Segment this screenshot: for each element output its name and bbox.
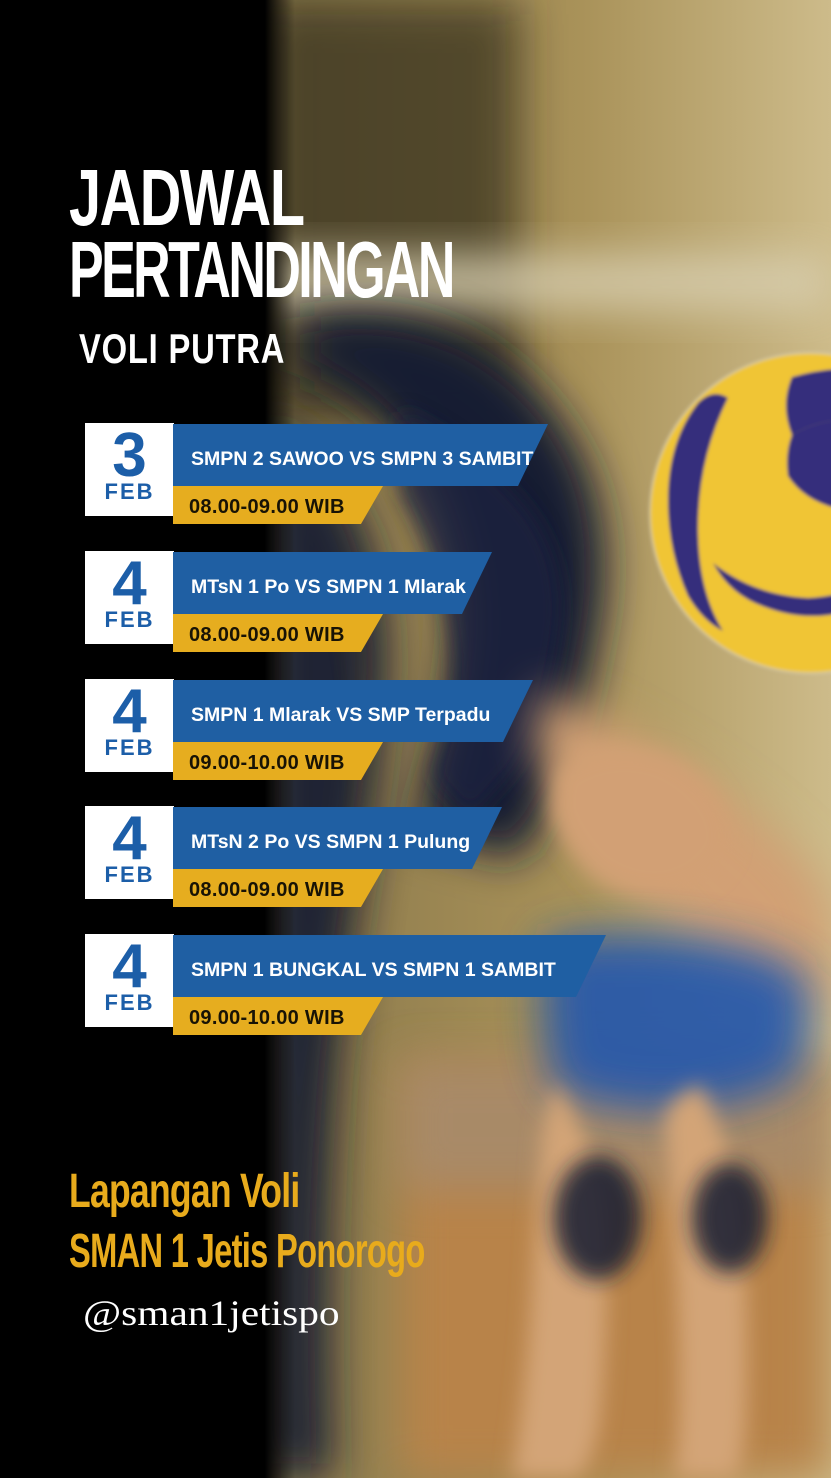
svg-text:09.00-10.00 WIB: 09.00-10.00 WIB xyxy=(189,752,345,774)
svg-text:09.00-10.00 WIB: 09.00-10.00 WIB xyxy=(189,1007,345,1029)
svg-text:SMPN 1 BUNGKAL VS SMPN 1 SAMBI: SMPN 1 BUNGKAL VS SMPN 1 SAMBIT xyxy=(191,959,556,981)
svg-text:SMPN 2 SAWOO VS SMPN 3 SAMBIT: SMPN 2 SAWOO VS SMPN 3 SAMBIT xyxy=(191,448,533,470)
svg-text:MTsN 1 Po VS SMPN 1 Mlarak: MTsN 1 Po VS SMPN 1 Mlarak xyxy=(191,576,466,598)
svg-text:08.00-09.00 WIB: 08.00-09.00 WIB xyxy=(189,624,345,646)
svg-text:08.00-09.00 WIB: 08.00-09.00 WIB xyxy=(189,496,345,518)
svg-text:SMPN 1 Mlarak VS SMP Terpadu: SMPN 1 Mlarak VS SMP Terpadu xyxy=(191,704,490,726)
svg-text:08.00-09.00 WIB: 08.00-09.00 WIB xyxy=(189,879,345,901)
svg-text:MTsN 2 Po VS SMPN 1 Pulung: MTsN 2 Po VS SMPN 1 Pulung xyxy=(191,831,470,853)
